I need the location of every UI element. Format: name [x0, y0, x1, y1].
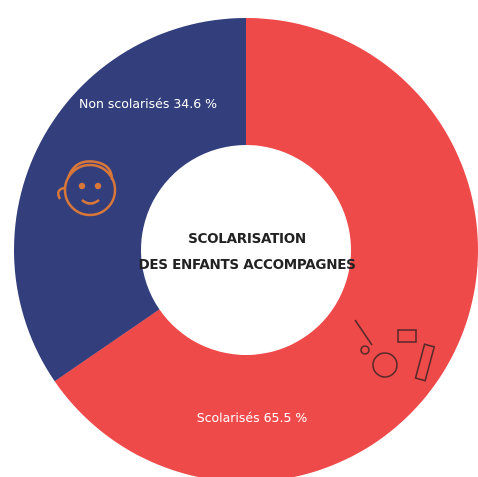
- value-label: 34.6 %: [173, 96, 217, 111]
- face-illustration: [56, 160, 117, 217]
- category-name: Non scolarisés: [79, 96, 169, 111]
- chart-title-line: DES ENFANTS ACCOMPAGNES: [138, 257, 355, 273]
- slice-label: Scolarisés 65.5 %: [197, 410, 308, 425]
- chart-title-line: SCOLARISATION: [188, 231, 306, 247]
- slice: [13, 17, 246, 382]
- school-illustration: [354, 319, 436, 382]
- category-name: Scolarisés: [197, 410, 260, 425]
- value-label: 65.5 %: [264, 410, 308, 425]
- slices: [13, 17, 478, 477]
- slice-label: Non scolarisés 34.6 %: [79, 96, 217, 111]
- slice: [54, 18, 478, 477]
